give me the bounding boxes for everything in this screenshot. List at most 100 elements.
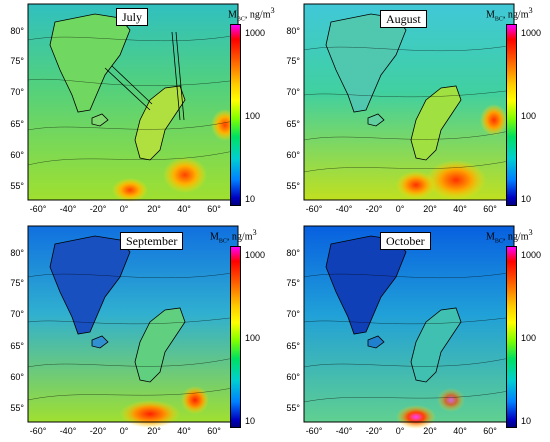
map-panel-july: 80° 75° 70° 65° 60° 55° -60° -40° -20° 0… (0, 0, 275, 216)
high-concentration-area (396, 405, 436, 429)
colorbar-tick: 100 (245, 111, 261, 121)
lat-tick: 80° (10, 248, 24, 258)
map-september: 80° 75° 70° 65° 60° 55° -60° -40° -20° 0… (10, 225, 239, 436)
colorbar-tick: 10 (245, 416, 256, 426)
month-label: July (116, 8, 149, 26)
scandinavia (134, 307, 186, 383)
lon-tick: -20° (90, 426, 107, 436)
high-concentration-area (163, 157, 207, 193)
colorbar-tick: 10 (245, 194, 256, 204)
lon-tick: 60° (207, 204, 221, 214)
map-july: 80° 75° 70° 65° 60° 55° -60° -40° -20° 0… (10, 3, 239, 214)
colorbar-label: MBC, ng/m3 (486, 228, 533, 245)
contour-lines (303, 44, 515, 173)
lat-tick: 60° (10, 372, 24, 382)
lat-tick: 70° (286, 87, 300, 97)
map-panel-october: 80° 75° 70° 65° 60° 55° -60° -40° -20° 0… (276, 222, 546, 438)
lon-ticks: -60° -40° -20° 0° 20° 40° 60° (306, 426, 498, 436)
lon-ticks: -60° -40° -20° 0° 20° 40° 60° (306, 204, 498, 214)
lon-tick: 0° (120, 204, 129, 214)
colorbar-tick: 10 (521, 416, 532, 426)
lon-tick: 40° (177, 426, 191, 436)
lat-tick: 80° (286, 26, 300, 36)
greenland (49, 13, 131, 113)
lat-tick: 75° (286, 56, 300, 66)
high-concentration-area (120, 400, 180, 428)
lat-ticks: 80° 75° 70° 65° 60° 55° (10, 248, 24, 413)
colorbar-tick: 1000 (245, 250, 266, 260)
lon-tick: -40° (60, 426, 77, 436)
lon-tick: 60° (483, 426, 497, 436)
colorbar-tick: 1000 (521, 28, 542, 38)
month-label: October (380, 232, 431, 250)
colorbar (506, 24, 517, 206)
lon-tick: -20° (90, 204, 107, 214)
lat-tick: 65° (286, 119, 300, 129)
lat-tick: 60° (286, 150, 300, 160)
lon-tick: 0° (396, 426, 405, 436)
high-concentration-area (480, 104, 508, 136)
lon-ticks: -60° -40° -20° 0° 20° 40° 60° (30, 426, 222, 436)
iceland (367, 113, 385, 127)
lat-tick: 60° (10, 150, 24, 160)
flight-track (104, 31, 185, 121)
colorbar-tick: 10 (521, 194, 532, 204)
lat-tick: 70° (10, 309, 24, 319)
colorbar-label: MBC, ng/m3 (210, 228, 257, 245)
lat-ticks: 80° 75° 70° 65° 60° 55° (286, 26, 300, 191)
lon-ticks: -60° -40° -20° 0° 20° 40° 60° (30, 204, 222, 214)
iceland (91, 113, 109, 127)
lat-tick: 75° (286, 278, 300, 288)
contour-lines (27, 34, 239, 166)
scandinavia (410, 307, 462, 383)
lat-tick: 55° (10, 181, 24, 191)
lon-tick: -60° (30, 204, 47, 214)
high-concentration-area (112, 178, 148, 202)
lat-tick: 75° (10, 56, 24, 66)
month-label: August (380, 10, 427, 28)
lat-ticks: 80° 75° 70° 65° 60° 55° (10, 26, 24, 191)
colorbar-tick: 100 (521, 333, 537, 343)
contour-lines (27, 271, 239, 401)
iceland (367, 335, 385, 349)
colorbar (230, 24, 241, 206)
colorbar-tick: 100 (521, 111, 537, 121)
month-label: September (120, 232, 184, 250)
greenland (49, 235, 131, 335)
lon-tick: 20° (147, 426, 161, 436)
lon-tick: -40° (336, 426, 353, 436)
lat-tick: 55° (286, 181, 300, 191)
lat-tick: 55° (10, 403, 24, 413)
lon-tick: 0° (396, 204, 405, 214)
colorbar-label: MBC, ng/m3 (228, 6, 275, 23)
map-panel-september: 80° 75° 70° 65° 60° 55° -60° -40° -20° 0… (0, 222, 270, 438)
colorbar-tick: 1000 (245, 28, 266, 38)
lon-tick: -20° (366, 426, 383, 436)
contour-lines (303, 271, 515, 403)
lat-tick: 70° (286, 309, 300, 319)
lon-tick: -40° (336, 204, 353, 214)
lon-tick: -40° (60, 204, 77, 214)
lat-ticks: 80° 75° 70° 65° 60° 55° (286, 248, 300, 413)
high-concentration-area (181, 386, 209, 414)
lon-tick: 60° (483, 204, 497, 214)
colorbar (230, 246, 241, 428)
colorbar-label: MBC, ng/m3 (486, 6, 533, 23)
colorbar-tick: 1000 (521, 250, 542, 260)
lon-tick: -20° (366, 204, 383, 214)
lat-tick: 60° (286, 372, 300, 382)
lon-tick: -60° (30, 426, 47, 436)
lat-tick: 65° (10, 119, 24, 129)
lat-tick: 80° (10, 26, 24, 36)
high-concentration-area (426, 160, 486, 200)
colorbar-tick: 100 (245, 333, 261, 343)
lon-tick: 20° (423, 204, 437, 214)
map-october: 80° 75° 70° 65° 60° 55° -60° -40° -20° 0… (286, 225, 515, 436)
lon-tick: -60° (306, 204, 323, 214)
lat-tick: 65° (10, 341, 24, 351)
lon-tick: 40° (177, 204, 191, 214)
lon-tick: 40° (453, 426, 467, 436)
lat-tick: 65° (286, 341, 300, 351)
lon-tick: 20° (423, 426, 437, 436)
high-concentration-area (396, 171, 436, 199)
